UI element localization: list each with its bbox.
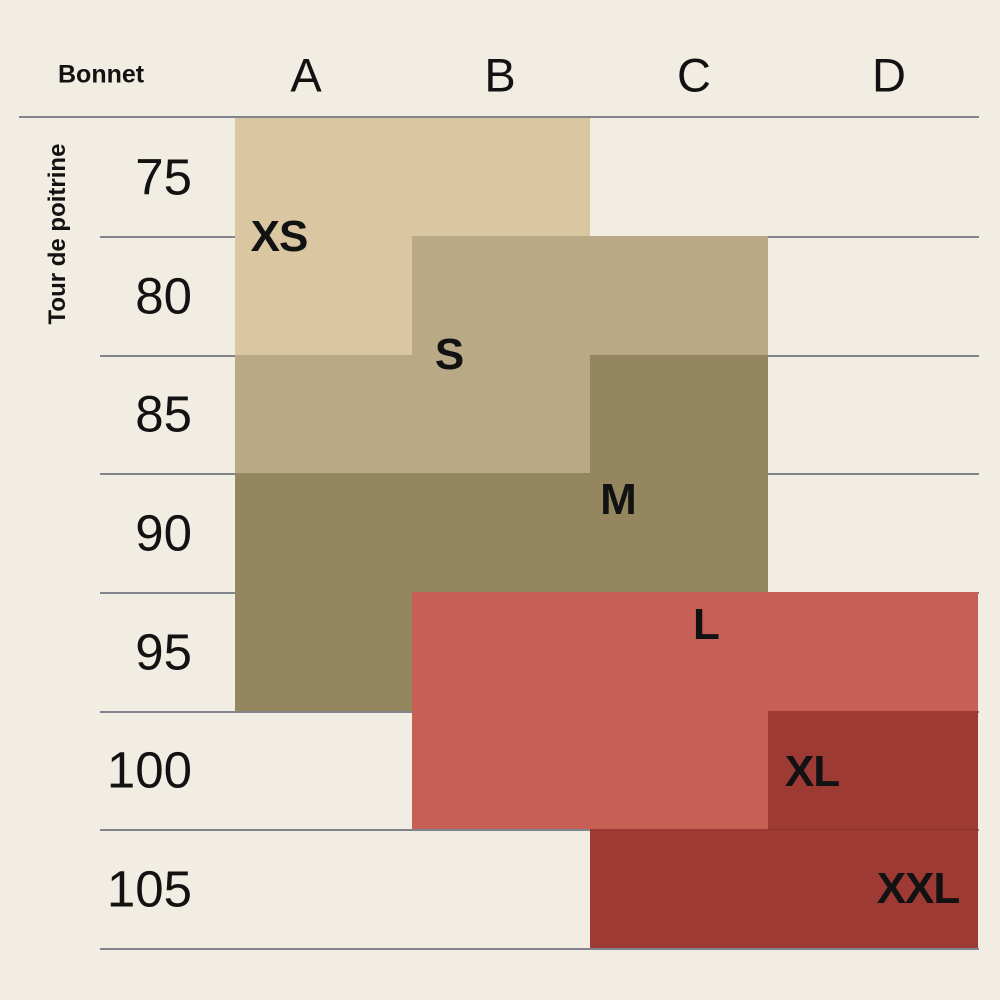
size-region-m bbox=[235, 592, 412, 711]
column-label-d: D bbox=[872, 48, 906, 102]
row-label-90: 90 bbox=[135, 504, 192, 561]
size-region-xl bbox=[768, 711, 978, 829]
row-label-105: 105 bbox=[106, 860, 192, 917]
size-label-xl: XL bbox=[784, 747, 840, 796]
size-region-m bbox=[590, 355, 768, 473]
size-region-m bbox=[235, 473, 768, 592]
column-label-b: B bbox=[484, 48, 516, 102]
grid-row-line bbox=[100, 948, 979, 950]
size-label-s: S bbox=[434, 330, 464, 379]
size-region-s bbox=[235, 355, 590, 473]
rows-axis-title: Tour de poitrine bbox=[44, 143, 71, 325]
row-label-100: 100 bbox=[106, 741, 192, 799]
grid-row-line bbox=[100, 829, 979, 831]
columns-axis-title: Bonnet bbox=[58, 60, 145, 89]
row-label-80: 80 bbox=[135, 267, 192, 324]
size-region-l bbox=[412, 711, 768, 829]
size-region-xxl bbox=[590, 829, 978, 948]
size-region-xs bbox=[235, 118, 590, 236]
size-region-xs bbox=[235, 236, 412, 355]
column-label-c: C bbox=[677, 48, 711, 102]
size-label-l: L bbox=[693, 600, 720, 649]
row-label-95: 95 bbox=[135, 623, 192, 680]
row-label-75: 75 bbox=[135, 148, 192, 206]
size-label-m: M bbox=[600, 475, 637, 524]
row-label-85: 85 bbox=[135, 385, 192, 443]
size-region-l bbox=[412, 592, 978, 711]
size-label-xxl: XXL bbox=[876, 864, 961, 913]
xl-xxl-seam bbox=[768, 829, 978, 830]
size-label-xs: XS bbox=[250, 212, 309, 261]
column-label-a: A bbox=[290, 48, 322, 102]
grid-header-line bbox=[19, 116, 979, 118]
size-region-s bbox=[412, 236, 768, 355]
